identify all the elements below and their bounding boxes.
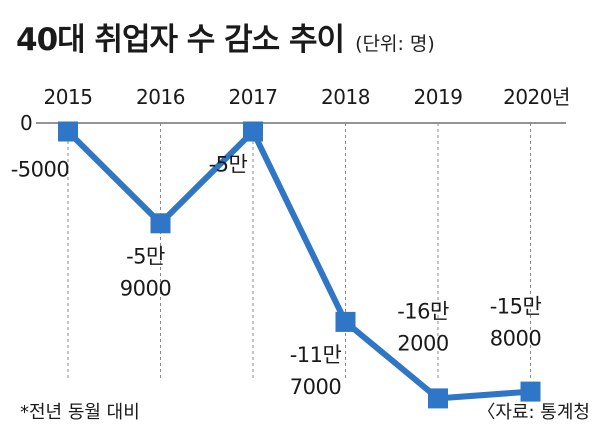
data-point-2018	[335, 311, 356, 332]
series-line	[65, 128, 531, 402]
data-label-2020-line1: -15만	[490, 295, 542, 319]
data-label-2015-line1: -5000	[11, 158, 70, 182]
x-tick-label-2019: 2019	[414, 85, 463, 109]
data-point-2016	[150, 213, 171, 234]
data-label-2019-line1: -16만	[397, 299, 449, 323]
data-label-2018-line2: 7000	[290, 375, 341, 399]
data-point-2017	[243, 121, 263, 142]
unit-label: (단위: 명)	[355, 33, 435, 55]
source-note: 〈자료: 통계청	[477, 402, 590, 423]
data-label-2016-line2: 9000	[120, 276, 171, 300]
footnote: *전년 동월 대비	[20, 402, 140, 423]
x-tick-label-2015: 2015	[44, 85, 93, 109]
x-tick-label-2017: 2017	[229, 85, 278, 109]
data-point-2015	[58, 121, 78, 142]
y-tick-label-0: 0	[20, 111, 33, 135]
data-point-2019	[428, 388, 448, 409]
data-label-2016-line1: -5만	[126, 244, 165, 268]
data-label-2017-line1: -5만	[209, 153, 248, 177]
chart-title: 40대 취업자 수 감소 추이	[16, 22, 345, 58]
chart-title-block: 40대 취업자 수 감소 추이 (단위: 명)	[16, 14, 435, 59]
data-label-2020-line2: 8000	[490, 327, 541, 351]
x-tick-label-2018: 2018	[321, 85, 370, 109]
data-point-2020	[520, 381, 541, 402]
data-label-2018-line1: -11만	[290, 343, 342, 367]
x-tick-label-2016: 2016	[136, 85, 185, 109]
x-tick-label-2020: 2020년	[503, 85, 570, 109]
data-label-2019-line2: 2000	[397, 331, 448, 355]
